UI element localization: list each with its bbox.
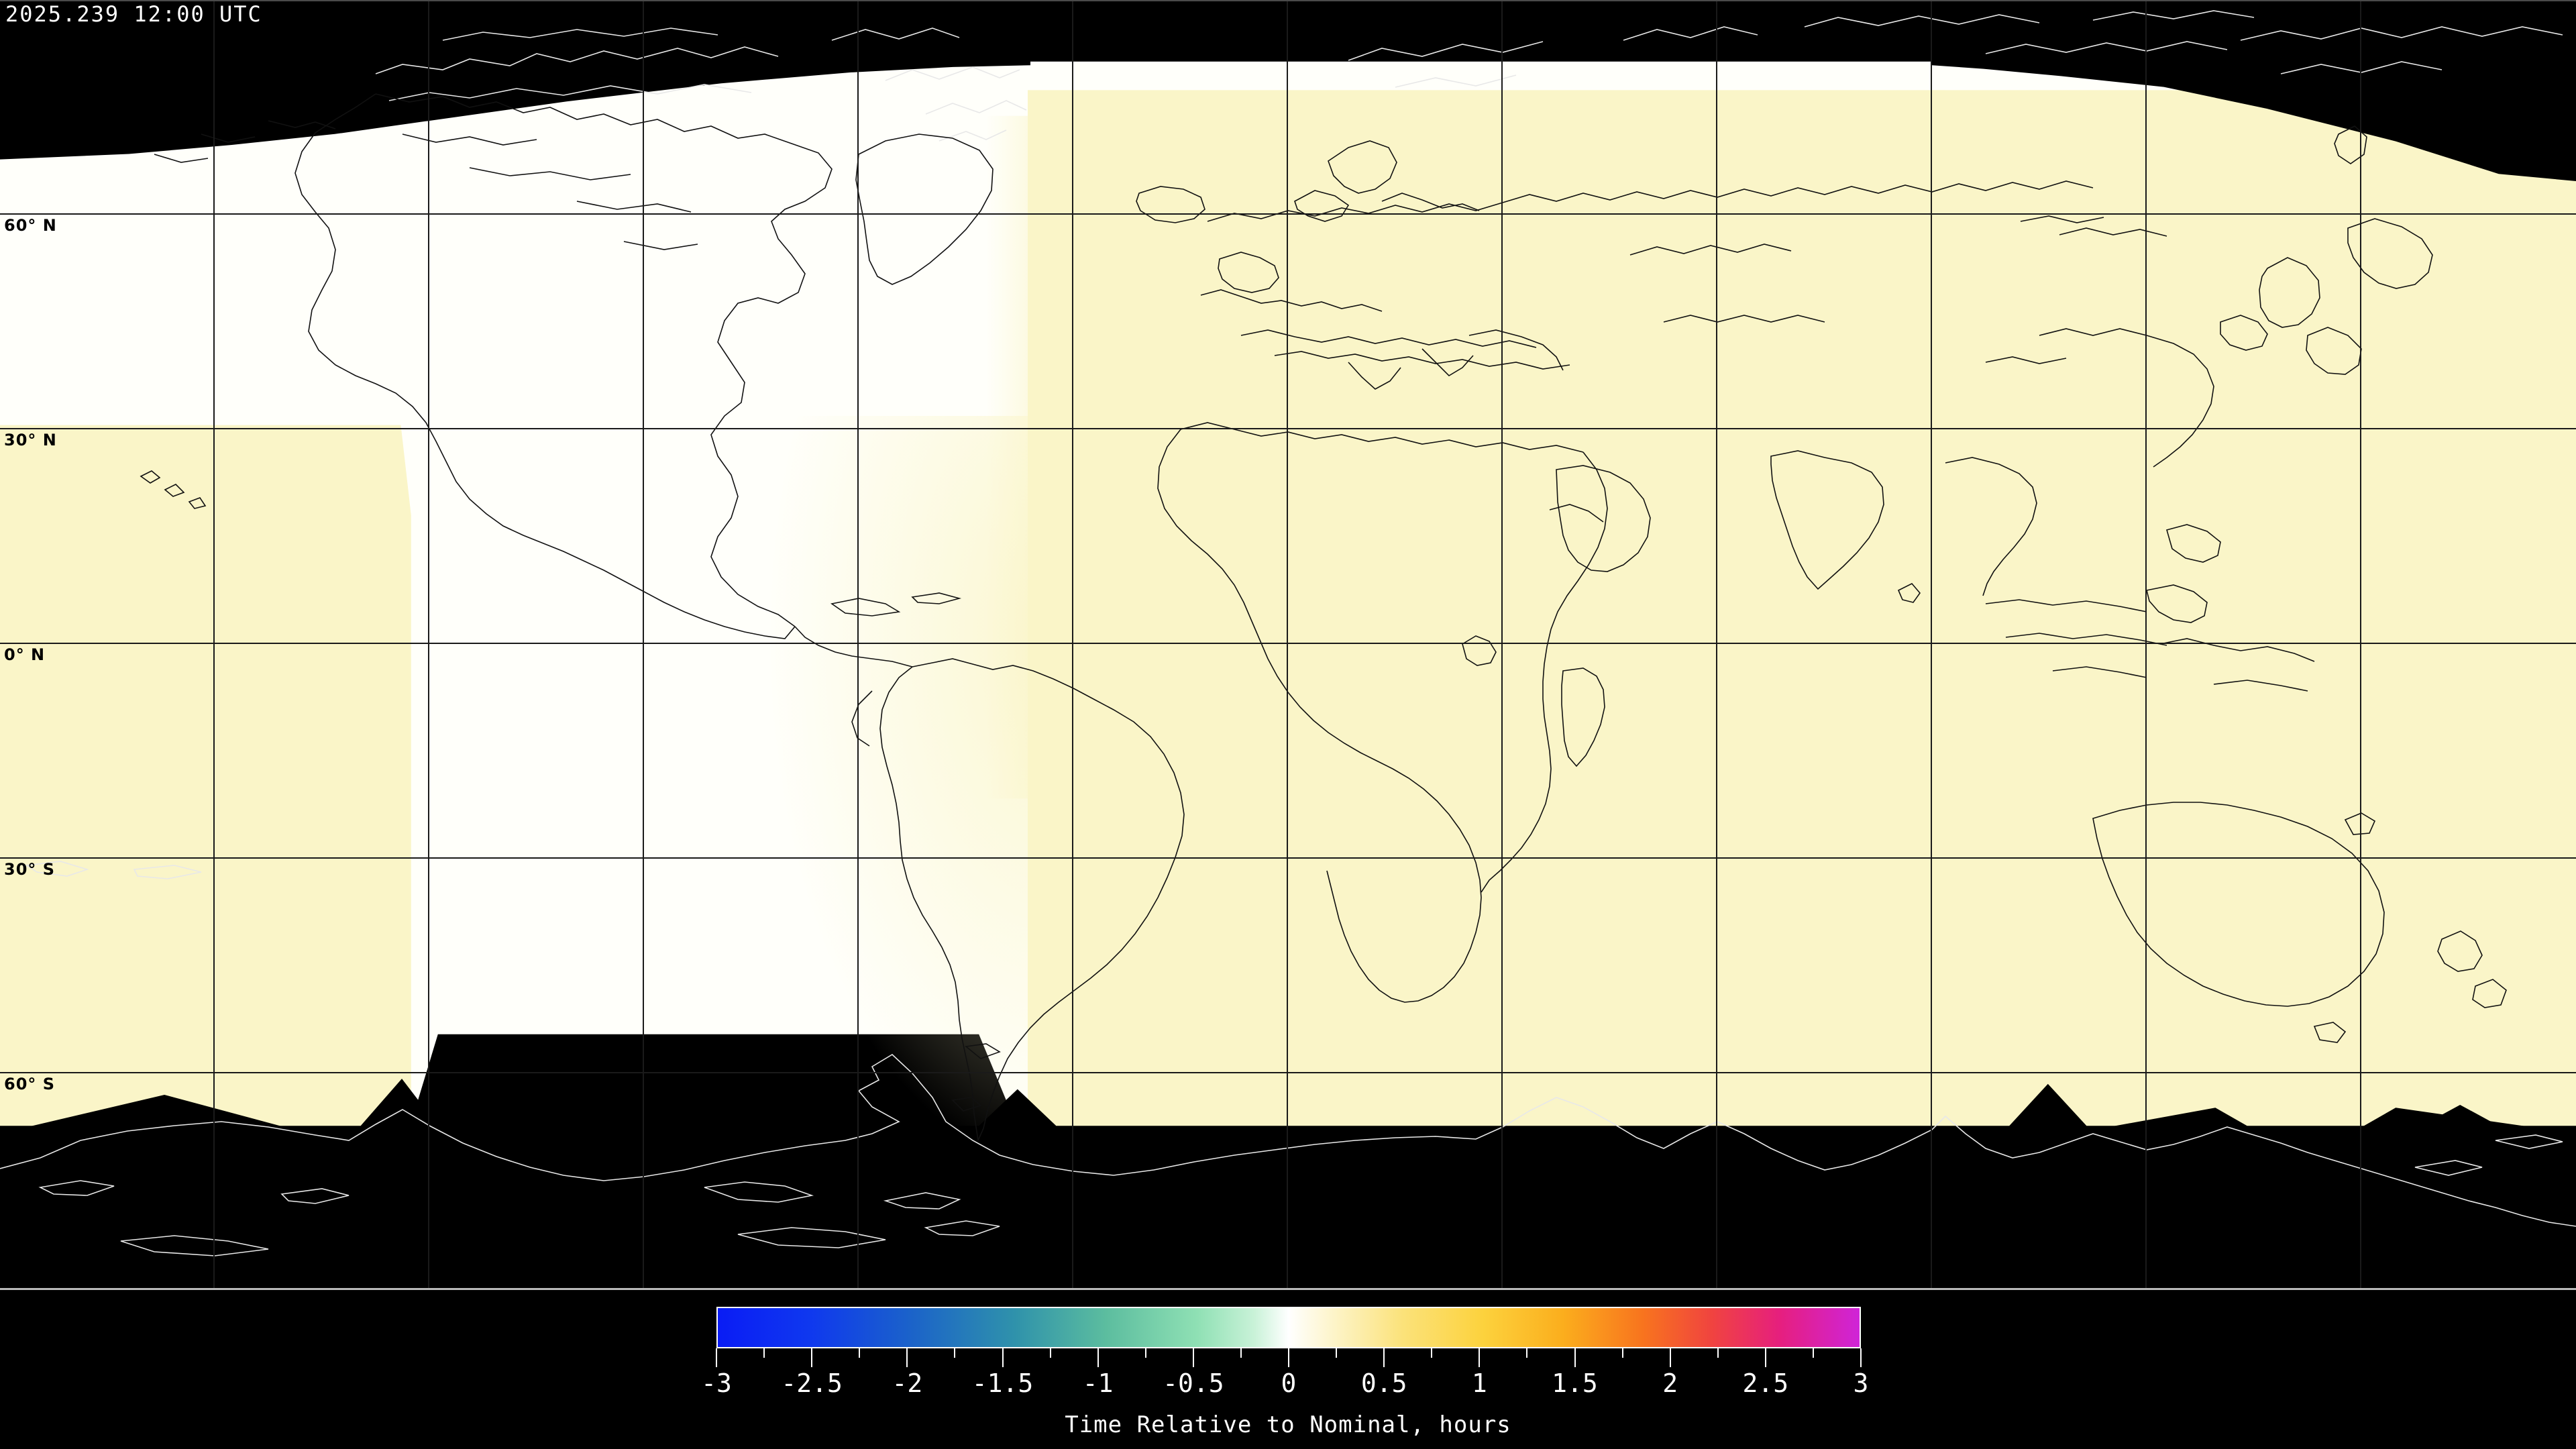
colorbar-tick xyxy=(1240,1348,1242,1358)
colorbar-tick-label: -2.5 xyxy=(781,1368,843,1398)
map-top-border xyxy=(0,0,2576,1)
gridline-lon--60 xyxy=(857,0,859,1288)
coastline-lit xyxy=(141,94,2506,1140)
gridline-lon-120 xyxy=(2145,0,2147,1288)
lat-label-60s: 60° S xyxy=(4,1075,56,1093)
colorbar-tick-label: -1 xyxy=(1082,1368,1114,1398)
gridline-lon-60 xyxy=(1716,0,1717,1288)
colorbar-tick xyxy=(1860,1348,1862,1367)
colorbar-tick-labels: -3 -2.5 -2 -1.5 -1 -0.5 0 0.5 1 1.5 2 2.5 3 xyxy=(701,1368,1868,1403)
gridline-lat-60s xyxy=(0,1072,2576,1073)
colorbar-tick-label: -2 xyxy=(892,1368,923,1398)
colorbar-tick-label: 2 xyxy=(1662,1368,1678,1398)
colorbar-tick xyxy=(716,1348,717,1367)
world-map-panel[interactable]: 60° N 30° N 0° N 30° S 60° S xyxy=(0,0,2576,1288)
colorbar-gradient[interactable] xyxy=(716,1307,1861,1348)
colorbar-tick-label: 3 xyxy=(1853,1368,1869,1398)
colorbar-tick xyxy=(763,1348,765,1358)
colorbar-tick xyxy=(1383,1348,1385,1367)
gridline-lon-0 xyxy=(1287,0,1288,1288)
colorbar-tick xyxy=(1526,1348,1528,1358)
colorbar-tick xyxy=(1144,1348,1146,1358)
colorbar-tick xyxy=(1049,1348,1051,1358)
colorbar-tick-label: -3 xyxy=(701,1368,732,1398)
colorbar-tick xyxy=(1764,1348,1766,1367)
lat-label-30s: 30° S xyxy=(4,860,56,879)
coastline-night xyxy=(0,11,2576,1256)
gridline-lon-30 xyxy=(1501,0,1503,1288)
gridline-lat-30s xyxy=(0,857,2576,859)
gridline-lon--30 xyxy=(1072,0,1073,1288)
colorbar-tick xyxy=(906,1348,908,1367)
colorbar-tick xyxy=(1192,1348,1194,1367)
colorbar-tick-label: 1.5 xyxy=(1552,1368,1598,1398)
gridline-lat-60n xyxy=(0,213,2576,215)
colorbar-tick xyxy=(1717,1348,1719,1358)
lat-label-60n: 60° N xyxy=(4,216,57,235)
lat-label-30n: 30° N xyxy=(4,431,57,449)
colorbar-tick xyxy=(1336,1348,1338,1358)
colorbar-tick-label: 1 xyxy=(1471,1368,1487,1398)
colorbar-tick-label: 0.5 xyxy=(1360,1368,1407,1398)
gridline-lat-30n xyxy=(0,428,2576,429)
colorbar-tick xyxy=(1621,1348,1623,1358)
colorbar-tick-label: 2.5 xyxy=(1742,1368,1789,1398)
colorbar-tick xyxy=(1574,1348,1576,1367)
coastline-layer xyxy=(0,0,2576,1288)
map-bottom-border xyxy=(0,1288,2576,1290)
colorbar-axis-label: Time Relative to Nominal, hours xyxy=(1065,1411,1511,1438)
colorbar-tick xyxy=(954,1348,956,1358)
timestamp-title: 2025.239 12:00 UTC xyxy=(5,1,262,27)
colorbar-tick xyxy=(1288,1348,1289,1367)
colorbar-tick-label: -1.5 xyxy=(971,1368,1034,1398)
gridline-lon--150 xyxy=(213,0,215,1288)
colorbar-tick xyxy=(1479,1348,1481,1367)
gridline-lon--90 xyxy=(643,0,644,1288)
colorbar-tick-label: 0 xyxy=(1281,1368,1297,1398)
colorbar-tick xyxy=(1669,1348,1671,1367)
colorbar-group[interactable]: -3 -2.5 -2 -1.5 -1 -0.5 0 0.5 1 1.5 2 2.5 3 xyxy=(701,1307,1868,1403)
lat-label-0: 0° N xyxy=(4,645,46,664)
gridline-lon--120 xyxy=(428,0,429,1288)
colorbar-tick xyxy=(1431,1348,1433,1358)
colorbar-ticks xyxy=(716,1348,1862,1368)
gridline-lon-150 xyxy=(2360,0,2361,1288)
colorbar-tick xyxy=(1097,1348,1099,1367)
colorbar-tick xyxy=(811,1348,813,1367)
colorbar-tick-label: -0.5 xyxy=(1163,1368,1224,1398)
colorbar-tick xyxy=(859,1348,861,1358)
colorbar-tick xyxy=(1812,1348,1814,1358)
gridline-lon-90 xyxy=(1931,0,1932,1288)
colorbar-tick xyxy=(1002,1348,1004,1367)
gridline-lat-0 xyxy=(0,643,2576,644)
